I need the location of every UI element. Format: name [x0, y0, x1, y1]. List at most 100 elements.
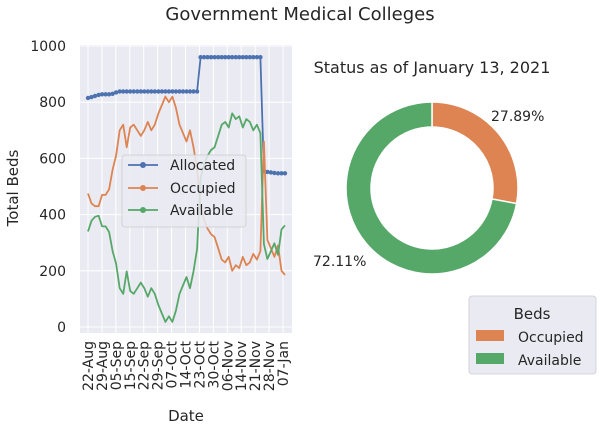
data-point-allocated [240, 55, 245, 60]
figure-title: Government Medical Colleges [165, 4, 434, 25]
x-tick-label: 06-Nov [220, 341, 236, 391]
x-tick-label: 07-Oct [165, 340, 181, 388]
data-point-allocated [268, 170, 274, 175]
data-point-allocated [194, 89, 200, 94]
series [85, 55, 288, 323]
y-tick-label: 800 [39, 95, 66, 111]
data-point-allocated [233, 55, 238, 60]
data-point-allocated [145, 89, 150, 94]
x-tick-label: 21-Nov [248, 341, 264, 391]
x-tick-label: 29-Aug [95, 341, 111, 391]
donut-legend-label-occupied: Occupied [518, 330, 584, 346]
data-point-allocated [173, 89, 179, 94]
data-point-allocated [135, 89, 140, 94]
y-axis-label: Total Beds [4, 149, 22, 227]
y-tick-label: 0 [57, 320, 66, 336]
data-point-allocated [177, 89, 182, 94]
data-point-allocated [254, 55, 260, 60]
y-tick-labels: 0 200 400 600 800 1000 [30, 39, 66, 336]
data-point-allocated [198, 55, 203, 60]
donut-legend: Beds Occupied Available [468, 295, 597, 375]
series-line-available [87, 112, 286, 323]
legend-frame [121, 154, 247, 228]
data-point-allocated [244, 55, 249, 60]
data-point-allocated [247, 55, 252, 60]
data-point-allocated [163, 89, 168, 94]
legend-entry-allocated: Allocated [128, 158, 235, 174]
legend-entry-available: Available [128, 203, 233, 219]
legend-label-occupied: Occupied [170, 181, 236, 197]
donut-legend-swatch-occupied [476, 330, 504, 341]
data-point-allocated [138, 89, 143, 94]
line-legend: Allocated Occupied Available [121, 154, 247, 228]
x-tick-label: 07-Jan [276, 341, 292, 386]
x-tick-labels: 22-Aug29-Aug05-Sep15-Sep22-Sep29-Sep07-O… [81, 340, 292, 391]
x-tick-label: 22-Sep [137, 341, 153, 390]
slice-label-available: 72.11% [313, 254, 366, 270]
data-point-allocated [205, 55, 210, 60]
x-tick-label: 14-Oct [179, 340, 195, 388]
data-point-allocated [103, 92, 108, 97]
line-chart: 0 200 400 600 800 1000 22-Aug29-Aug05-Sep15-S… [4, 39, 292, 425]
donut-legend-swatch-available [476, 353, 504, 364]
donut-slice-available [345, 101, 518, 275]
x-tick-label: 22-Aug [81, 341, 97, 391]
data-point-allocated [226, 55, 231, 60]
data-point-allocated [131, 89, 136, 94]
data-point-allocated [187, 89, 193, 94]
data-point-allocated [272, 170, 277, 176]
x-tick-label: 15-Sep [123, 341, 139, 390]
data-point-allocated [142, 89, 147, 94]
data-point-allocated [159, 89, 165, 94]
data-point-allocated [117, 89, 122, 94]
series-line-occupied [87, 95, 286, 276]
data-point-allocated [113, 90, 119, 95]
data-point-allocated [89, 94, 94, 100]
legend-entry-occupied: Occupied [128, 181, 236, 197]
x-tick-label: 28-Nov [262, 341, 278, 391]
data-point-allocated [110, 91, 115, 97]
data-point-allocated [170, 89, 175, 94]
data-point-allocated [279, 171, 284, 176]
data-point-allocated [92, 93, 98, 99]
data-point-allocated [237, 55, 242, 60]
data-point-allocated [191, 89, 196, 94]
data-point-allocated [275, 171, 281, 176]
data-point-allocated [219, 55, 224, 60]
data-point-allocated [251, 55, 256, 60]
legend-marker-allocated [140, 162, 146, 168]
donut-slices [345, 101, 519, 275]
data-point-allocated [156, 89, 161, 94]
data-point-allocated [124, 89, 129, 94]
data-point-allocated [223, 55, 228, 60]
y-tick-label: 400 [39, 208, 66, 224]
data-point-allocated [121, 89, 126, 94]
data-point-allocated [85, 95, 91, 101]
data-point-allocated [96, 92, 101, 98]
x-tick-label: 29-Sep [151, 341, 167, 390]
legend-marker-occupied [140, 185, 146, 191]
data-point-allocated [180, 89, 186, 94]
donut-legend-title: Beds [514, 305, 551, 323]
data-point-allocated [216, 55, 221, 60]
y-tick-label: 200 [39, 264, 66, 280]
data-point-allocated [152, 89, 157, 94]
slice-label-occupied: 27.89% [491, 109, 544, 125]
data-point-allocated [166, 89, 172, 94]
x-tick-label: 23-Oct [192, 340, 208, 388]
x-tick-label: 14-Nov [234, 341, 250, 391]
data-point-allocated [258, 55, 263, 60]
legend-label-available: Available [170, 203, 233, 219]
y-tick-label: 600 [39, 151, 66, 167]
data-point-allocated [106, 92, 112, 97]
data-point-allocated [99, 92, 105, 97]
legend-label-allocated: Allocated [170, 158, 235, 174]
data-point-allocated [208, 55, 214, 60]
data-point-allocated [184, 89, 189, 94]
data-point-allocated [212, 55, 217, 60]
donut-legend-label-available: Available [518, 353, 581, 369]
x-tick-label: 30-Oct [206, 340, 222, 388]
data-point-allocated [201, 55, 207, 60]
